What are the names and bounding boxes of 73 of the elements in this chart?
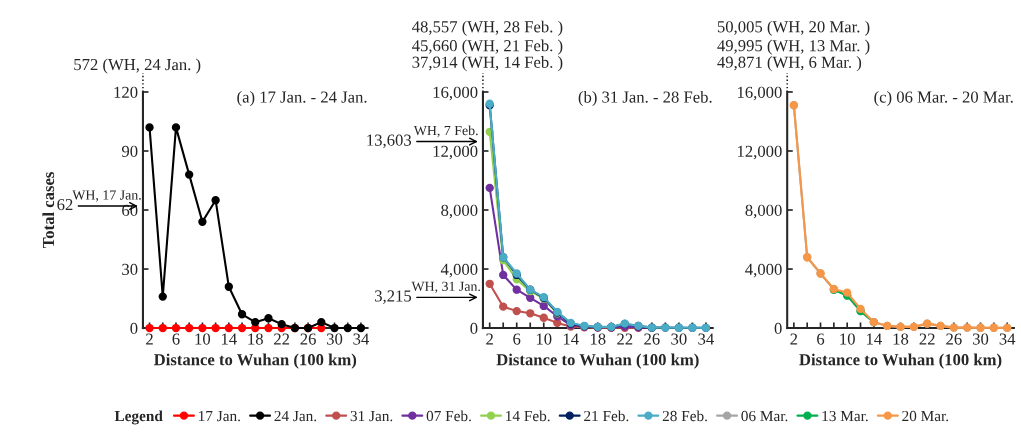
y-tick-label: 120 xyxy=(114,86,138,98)
x-tick-label: 14 xyxy=(563,333,579,345)
x-tick-label: 10 xyxy=(536,333,552,345)
text: 49,871 (WH, 6 Mar. ) xyxy=(717,56,862,72)
y-axis-title: Total cases xyxy=(42,172,55,249)
y-tick-label: 90 xyxy=(121,145,138,157)
text: 3,215 xyxy=(375,290,412,304)
x-tick-label: 26 xyxy=(644,333,660,345)
chart-title: (a) 17 Jan. - 24 Jan. xyxy=(237,90,367,107)
x-tick-label: 6 xyxy=(513,333,521,345)
x-tick-label: 18 xyxy=(590,333,606,345)
text: WH, 7 Feb. xyxy=(413,125,478,138)
legend-label: 24 Jan. xyxy=(274,410,317,422)
text: 45,660 (WH, 21 Feb. ) xyxy=(412,39,563,55)
text: 48,557 (WH, 28 Feb. ) xyxy=(412,20,563,36)
x-tick-label: 14 xyxy=(221,333,237,345)
x-tick-label: 18 xyxy=(893,333,909,345)
text: 37,914 (WH, 14 Feb. ) xyxy=(412,56,563,72)
text: WH, 31 Jan. xyxy=(411,281,480,294)
text: 50,005 (WH, 20 Mar. ) xyxy=(717,20,870,36)
x-tick-label: 22 xyxy=(919,333,935,345)
legend-label: 17 Jan. xyxy=(199,410,240,422)
legend-label: 13 Mar. xyxy=(822,410,868,422)
y-tick-label: 8,000 xyxy=(745,204,782,219)
x-tick-label: 34 xyxy=(999,333,1016,345)
text: 572 (WH, 24 Jan. ) xyxy=(74,58,201,74)
legend-label: 07 Feb. xyxy=(426,410,471,422)
x-tick-label: 34 xyxy=(698,333,714,345)
x-axis-title: Distance to Wuhan (100 km) xyxy=(496,353,699,369)
y-tick-label: 12,000 xyxy=(737,145,782,160)
legend-title: Legend xyxy=(114,410,163,425)
x-tick-label: 14 xyxy=(866,333,882,345)
legend-label: 28 Feb. xyxy=(662,410,707,422)
x-tick-label: 22 xyxy=(274,333,290,345)
chart-title: (c) 06 Mar. - 20 Mar. xyxy=(874,90,1013,107)
x-tick-label: 2 xyxy=(790,333,798,345)
x-tick-label: 2 xyxy=(486,333,493,345)
legend-label: 21 Feb. xyxy=(584,410,629,422)
x-tick-label: 26 xyxy=(946,333,962,345)
y-tick-label: 4,000 xyxy=(440,263,478,278)
legend-label: 06 Mar. xyxy=(741,410,788,422)
text: 49,995 (WH, 13 Mar. ) xyxy=(717,39,870,55)
x-tick-label: 26 xyxy=(300,333,316,345)
legend-label: 31 Jan. xyxy=(350,410,393,422)
y-tick-label: 0 xyxy=(774,322,782,335)
y-tick-label: 16,000 xyxy=(433,86,478,101)
x-tick-label: 30 xyxy=(972,333,989,345)
x-axis-title: Distance to Wuhan (100 km) xyxy=(799,353,1002,369)
y-tick-label: 8,000 xyxy=(441,204,478,219)
y-tick-label: 60 xyxy=(122,204,138,216)
text: WH, 17 Jan. xyxy=(72,190,141,202)
x-tick-label: 30 xyxy=(671,333,687,345)
legend-label: 20 Mar. xyxy=(902,410,949,422)
chart-title: (b) 31 Jan. - 28 Feb. xyxy=(578,90,712,107)
x-tick-label: 2 xyxy=(146,333,153,345)
x-tick-label: 10 xyxy=(195,333,211,345)
x-tick-label: 30 xyxy=(326,333,343,345)
y-tick-label: 4,000 xyxy=(745,263,782,278)
legend-label: 14 Feb. xyxy=(506,410,550,422)
y-tick-label: 0 xyxy=(470,322,478,335)
y-tick-label: 16,000 xyxy=(737,86,782,101)
x-axis-title: Distance to Wuhan (100 km) xyxy=(153,353,357,369)
x-tick-label: 10 xyxy=(840,333,855,345)
text: 62 xyxy=(57,198,73,211)
y-tick-label: 0 xyxy=(130,322,138,335)
y-tick-label: 30 xyxy=(122,263,138,275)
x-tick-label: 18 xyxy=(248,333,263,345)
x-tick-label: 6 xyxy=(172,333,180,345)
annotation: 13,603 xyxy=(367,134,412,149)
x-tick-label: 6 xyxy=(817,333,825,345)
x-tick-label: 34 xyxy=(353,333,370,345)
x-tick-label: 22 xyxy=(617,333,633,345)
y-tick-label: 12,000 xyxy=(433,145,478,160)
